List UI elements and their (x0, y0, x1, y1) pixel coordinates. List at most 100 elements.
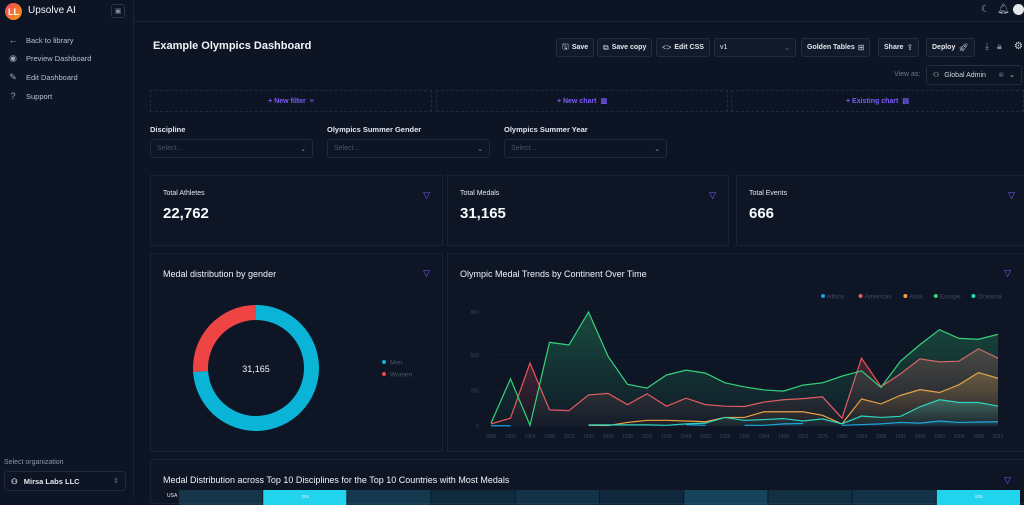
golden-tables-button[interactable]: Golden Tables⊞ (801, 38, 870, 57)
chevron-up-down-icon: ⇕ (113, 477, 119, 485)
legend-marker-americas (859, 294, 863, 298)
x-tick-label: 1960 (739, 434, 750, 440)
x-tick-label: 1920 (583, 434, 594, 440)
chart-icon: ▥ (600, 97, 607, 105)
collapse-sidebar-button[interactable]: ▣ (111, 4, 125, 18)
filter-funnel-icon[interactable]: ▽ (423, 190, 430, 201)
deploy-label: Deploy (932, 44, 955, 51)
select-placeholder: Select... (334, 145, 359, 152)
code-icon: <> (662, 43, 671, 52)
legend-label-europe[interactable]: Europe (940, 294, 961, 301)
existing-chart-button[interactable]: + Existing chart▤ (731, 90, 1024, 112)
golden-tables-label: Golden Tables (807, 44, 855, 51)
line-chart-card: Olympic Medal Trends by Continent Over T… (447, 253, 1024, 452)
save-copy-button[interactable]: ⧉Save copy (597, 38, 652, 57)
discipline-select[interactable]: Select...⌄ (150, 139, 313, 158)
bell-icon[interactable]: 🔔︎ (997, 4, 1010, 15)
x-tick-label: 2000 (934, 434, 945, 440)
x-tick-label: 1968 (778, 434, 789, 440)
sidebar-toggle-icon: ▣ (115, 7, 122, 15)
legend-label-men: Men (390, 360, 403, 367)
user-icon: ⚇ (933, 71, 939, 79)
chart-title: Medal Distribution across Top 10 Discipl… (163, 475, 509, 485)
kpi-label: Total Events (749, 190, 787, 197)
org-select[interactable]: ⚇Mirsa Labs LLC⇕ (4, 471, 126, 491)
x-tick-label: 2012 (992, 434, 1003, 440)
x-tick-label: 1996 (914, 434, 925, 440)
gender-select[interactable]: Select...⌄ (327, 139, 490, 158)
kpi-value: 31,165 (460, 205, 506, 222)
x-tick-label: 1900 (505, 434, 516, 440)
x-tick-label: 1912 (563, 434, 574, 440)
sidebar-item-label: Preview Dashboard (26, 54, 91, 63)
avatar[interactable] (1013, 4, 1024, 15)
save-button[interactable]: 🖫Save (556, 38, 594, 57)
new-filter-button[interactable]: + New filter≡ (150, 90, 432, 112)
legend-marker-africa (821, 294, 825, 298)
legend-label-women: Women (390, 372, 413, 379)
help-circle-icon: ? (8, 91, 18, 101)
org-value: Mirsa Labs LLC (24, 477, 80, 486)
donut-center-label: 31,165 (242, 364, 270, 374)
kpi-value: 22,762 (163, 205, 209, 222)
file-icon: ▤ (902, 97, 909, 105)
year-select[interactable]: Select...⌄ (504, 139, 667, 158)
gear-icon[interactable]: ⚙ (1014, 41, 1023, 52)
legend-marker-women (382, 372, 386, 376)
share-button[interactable]: Share⇪ (878, 38, 919, 57)
sidebar-item-support[interactable]: ?Support (8, 91, 52, 101)
kpi-label: Total Medals (460, 190, 499, 197)
legend-label-americas[interactable]: Americas (865, 294, 893, 301)
edit-css-button[interactable]: <>Edit CSS (656, 38, 710, 57)
sidebar-item-label: Edit Dashboard (26, 73, 78, 82)
filter-label-discipline: Discipline (150, 125, 185, 134)
donut-slice-women[interactable] (193, 305, 256, 372)
filter-funnel-icon[interactable]: ▽ (1004, 475, 1011, 486)
version-select[interactable]: v1⌄ (714, 38, 796, 57)
x-tick-label: 1972 (797, 434, 808, 440)
legend-label-asia[interactable]: Asia (909, 294, 922, 301)
view-as-select[interactable]: ⚇Global Admin⊗⌄ (926, 65, 1022, 85)
filter-label-gender: Olympics Summer Gender (327, 125, 421, 134)
deploy-button[interactable]: Deploy🚀︎ (926, 38, 975, 57)
y-tick-label: 0 (476, 424, 479, 430)
save-icon: 🖫 (562, 41, 569, 55)
legend-marker-asia (903, 294, 907, 298)
rocket-icon: 🚀︎ (958, 43, 968, 52)
select-placeholder: Select... (511, 145, 536, 152)
x-tick-label: 1980 (836, 434, 847, 440)
legend-marker-oceania (971, 294, 975, 298)
legend-label-africa[interactable]: Africa (827, 294, 844, 301)
kpi-value: 666 (749, 205, 774, 222)
filter-label-year: Olympics Summer Year (504, 125, 588, 134)
clear-icon[interactable]: ⊗ (998, 71, 1004, 79)
sidebar-item-label: Back to library (26, 36, 74, 45)
lock-icon[interactable]: 🔒︎ (997, 41, 1002, 52)
sidebar-item-back[interactable]: ← Back to library (8, 35, 74, 45)
legend-label-oceania[interactable]: Oceania (977, 294, 1002, 301)
kpi-label: Total Athletes (163, 190, 205, 197)
donut-chart-card: Medal distribution by gender ▽ 31,165 Me… (150, 253, 443, 452)
sidebar-item-edit[interactable]: ✎Edit Dashboard (8, 72, 78, 83)
x-tick-label: 1964 (758, 434, 769, 440)
heatmap-cell-label: 835 (975, 494, 983, 499)
filter-funnel-icon[interactable]: ▽ (709, 190, 716, 201)
save-copy-label: Save copy (612, 44, 647, 51)
heatmap-row-label: USA (167, 493, 178, 499)
sidebar-item-preview[interactable]: ◉Preview Dashboard (8, 53, 91, 64)
filter-funnel-icon[interactable]: ▽ (1008, 190, 1015, 201)
view-as-label: View as: (894, 71, 920, 78)
x-tick-label: 1928 (622, 434, 633, 440)
x-tick-label: 1984 (856, 434, 867, 440)
new-chart-button[interactable]: + New chart▥ (436, 90, 728, 112)
edit-css-label: Edit CSS (674, 44, 704, 51)
kpi-card-medals: Total Medals 31,165 ▽ (447, 175, 729, 246)
download-icon[interactable]: ⤓ (985, 41, 989, 52)
chevron-down-icon: ⌄ (300, 145, 306, 153)
x-tick-label: 1924 (602, 434, 613, 440)
arrow-left-icon: ← (8, 35, 18, 45)
x-tick-label: 1908 (544, 434, 555, 440)
x-tick-label: 2008 (973, 434, 984, 440)
moon-icon[interactable]: ☾ (981, 4, 990, 15)
legend-marker-europe (934, 294, 938, 298)
